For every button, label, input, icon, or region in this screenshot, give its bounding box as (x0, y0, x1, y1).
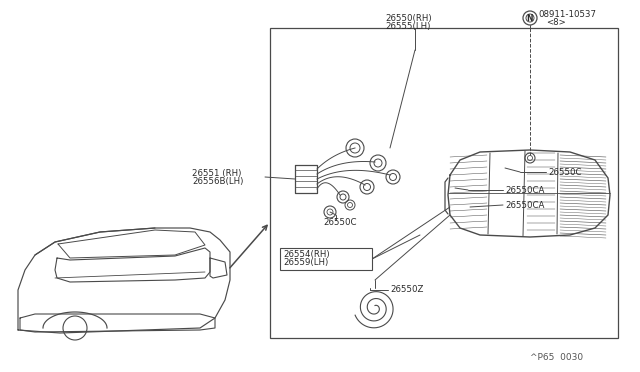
Text: 26550C: 26550C (323, 218, 356, 227)
Text: N: N (527, 13, 533, 22)
Text: 26550CA: 26550CA (505, 186, 545, 195)
Text: 08911-10537: 08911-10537 (538, 10, 596, 19)
Bar (280, 248, 372, 270)
Text: 26551 (RH): 26551 (RH) (192, 169, 241, 177)
Text: 26554(RH): 26554(RH) (283, 250, 330, 260)
Text: 26556B(LH): 26556B(LH) (192, 176, 243, 186)
Text: 26559(LH): 26559(LH) (283, 259, 328, 267)
Text: <8>: <8> (546, 17, 566, 26)
Text: 26550CA: 26550CA (505, 201, 545, 209)
Bar (270, 28, 618, 338)
Text: ^P65  0030: ^P65 0030 (530, 353, 583, 362)
Text: 26555(LH): 26555(LH) (385, 22, 430, 31)
Text: 26550C: 26550C (548, 167, 582, 176)
Text: 26550(RH): 26550(RH) (385, 13, 431, 22)
Text: 26550Z: 26550Z (390, 285, 424, 295)
